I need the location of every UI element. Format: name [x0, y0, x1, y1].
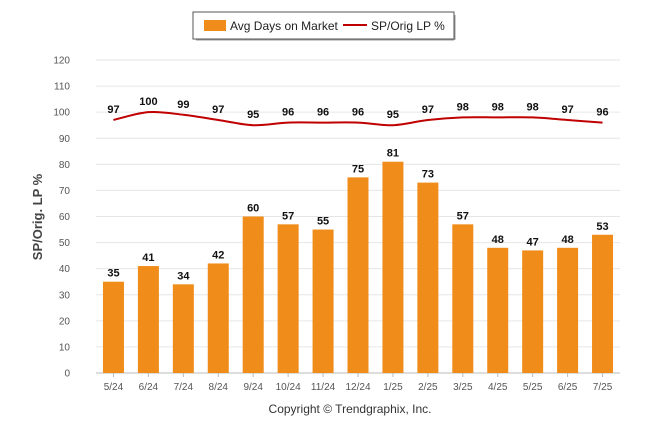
line-data-label: 96: [596, 107, 608, 119]
bar-data-label: 34: [177, 270, 190, 282]
y-tick-label: 100: [53, 108, 70, 119]
x-tick-label: 10/24: [276, 382, 301, 393]
y-tick-label: 50: [59, 238, 71, 249]
line-data-label: 96: [317, 107, 329, 119]
line-data-label: 97: [422, 104, 434, 116]
line-data-label: 96: [282, 107, 294, 119]
bar-series: 35 41 34 42 60 57 55 75 81 73 57 48 47 48 53: [102, 148, 614, 373]
legend-line-label: SP/Orig LP %: [371, 19, 445, 33]
bar: [417, 182, 439, 373]
y-axis-title: SP/Orig. LP %: [30, 173, 45, 260]
bar: [522, 250, 544, 373]
y-tick-label: 20: [59, 316, 71, 327]
bar-data-label: 41: [142, 252, 154, 264]
copyright-text: Copyright © Trendgraphix, Inc.: [269, 402, 432, 416]
bar-data-label: 47: [527, 236, 539, 248]
bar: [242, 216, 264, 373]
x-tick-label: 7/24: [174, 382, 194, 393]
bar-data-label: 81: [387, 148, 399, 160]
x-tick-label: 7/25: [593, 382, 613, 393]
x-tick-label: 11/24: [311, 382, 336, 393]
bar: [557, 247, 579, 373]
line-data-label: 98: [492, 101, 504, 113]
bar: [172, 284, 194, 373]
bar-data-label: 48: [492, 234, 504, 246]
y-tick-label: 60: [59, 212, 71, 223]
x-tick-label: 2/25: [418, 382, 438, 393]
y-tick-label: 70: [59, 186, 71, 197]
y-axis-ticks: 0 10 20 30 40 50 60 70 80 90 100 110 120: [53, 56, 70, 380]
x-tick-label: 6/24: [139, 382, 159, 393]
bar: [382, 161, 404, 373]
y-tick-label: 10: [59, 342, 71, 353]
line-data-label: 97: [212, 104, 224, 116]
line-data-label: 95: [387, 109, 399, 121]
y-tick-label: 90: [59, 134, 71, 145]
legend-bar-label: Avg Days on Market: [230, 19, 338, 33]
line-data-label: 99: [177, 99, 189, 111]
bar: [487, 247, 509, 373]
bar: [137, 266, 159, 373]
bar-data-label: 75: [352, 163, 364, 175]
x-tick-label: 6/25: [558, 382, 578, 393]
y-tick-label: 30: [59, 290, 71, 301]
bar-data-label: 53: [596, 221, 608, 233]
x-tick-label: 12/24: [345, 382, 370, 393]
x-tick-label: 1/25: [383, 382, 403, 393]
x-axis-ticks: 5/24 6/24 7/24 8/24 9/24 10/24 11/24 12/24 1/25 2…: [104, 373, 613, 393]
y-tick-label: 110: [54, 82, 70, 93]
y-tick-label: 0: [64, 369, 70, 380]
bar-data-label: 48: [561, 234, 573, 246]
x-tick-label: 5/25: [523, 382, 543, 393]
y-tick-label: 40: [59, 264, 71, 275]
bar-data-label: 57: [282, 210, 294, 222]
bar: [277, 224, 299, 373]
x-tick-label: 9/24: [243, 382, 263, 393]
bar: [102, 281, 124, 373]
bar: [207, 263, 229, 373]
bar: [312, 229, 334, 373]
legend-box: [192, 11, 455, 40]
legend: Avg Days on Market SP/Orig LP %: [192, 11, 456, 41]
bar-data-label: 35: [107, 268, 119, 280]
line-data-label: 98: [457, 101, 469, 113]
bar-data-label: 73: [422, 169, 434, 181]
line-data-label: 97: [561, 104, 573, 116]
bar-data-label: 55: [317, 216, 329, 228]
x-tick-label: 4/25: [488, 382, 508, 393]
bar-data-label: 57: [457, 210, 469, 222]
bar-data-label: 42: [212, 249, 224, 261]
line-data-label: 97: [107, 104, 119, 116]
x-tick-label: 3/25: [453, 382, 473, 393]
line-data-label: 98: [527, 101, 539, 113]
x-tick-label: 8/24: [209, 382, 229, 393]
bar-data-label: 60: [247, 203, 259, 215]
x-tick-label: 5/24: [104, 382, 124, 393]
y-tick-label: 120: [53, 56, 70, 67]
line-data-label: 96: [352, 107, 364, 119]
legend-bar-swatch: [204, 20, 226, 31]
y-tick-label: 80: [59, 160, 71, 171]
line-data-label: 100: [139, 96, 157, 108]
line-path: [113, 110, 603, 127]
bar: [592, 234, 614, 373]
line-series: 97 100 99 97 95 96 96 96 95 97 98 98 98 97 96: [107, 96, 609, 127]
bar: [347, 177, 369, 373]
bar: [452, 224, 474, 373]
line-data-label: 95: [247, 109, 259, 121]
